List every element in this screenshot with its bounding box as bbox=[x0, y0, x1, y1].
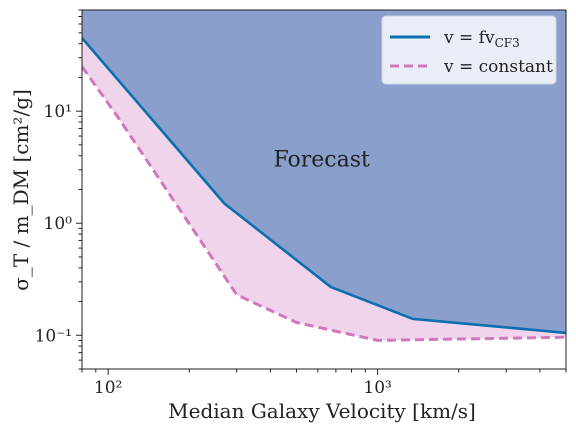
x-axis-label: Median Galaxy Velocity [km/s] bbox=[168, 399, 476, 423]
region-forecast bbox=[82, 10, 566, 333]
y-tick-label: 10¹ bbox=[44, 102, 72, 122]
series-line-fvcf3 bbox=[82, 37, 566, 335]
series-lines bbox=[82, 37, 566, 342]
y-tick-label: 10⁰ bbox=[44, 214, 73, 234]
x-tick-label: 10² bbox=[94, 378, 122, 398]
shaded-regions bbox=[82, 10, 566, 341]
y-axis-label: σ_T / m_DM [cm²/g] bbox=[9, 89, 33, 291]
series-line-constant bbox=[82, 65, 566, 342]
y-axis: 10⁻¹ 10⁰ 10¹ bbox=[35, 9, 82, 370]
x-tick-label: 10³ bbox=[363, 378, 391, 398]
legend: v = fvCF3 v = constant bbox=[381, 15, 557, 85]
region-between-lines bbox=[82, 38, 566, 341]
annotations: Forecast bbox=[273, 148, 370, 173]
legend-solid-label: v = fvCF3 bbox=[443, 28, 520, 50]
y-tick-label: 10⁻¹ bbox=[35, 326, 72, 346]
legend-dashed-label: v = constant bbox=[443, 57, 553, 77]
x-axis: 10² 10³ bbox=[81, 369, 567, 398]
annotation-forecast: Forecast bbox=[273, 148, 370, 173]
